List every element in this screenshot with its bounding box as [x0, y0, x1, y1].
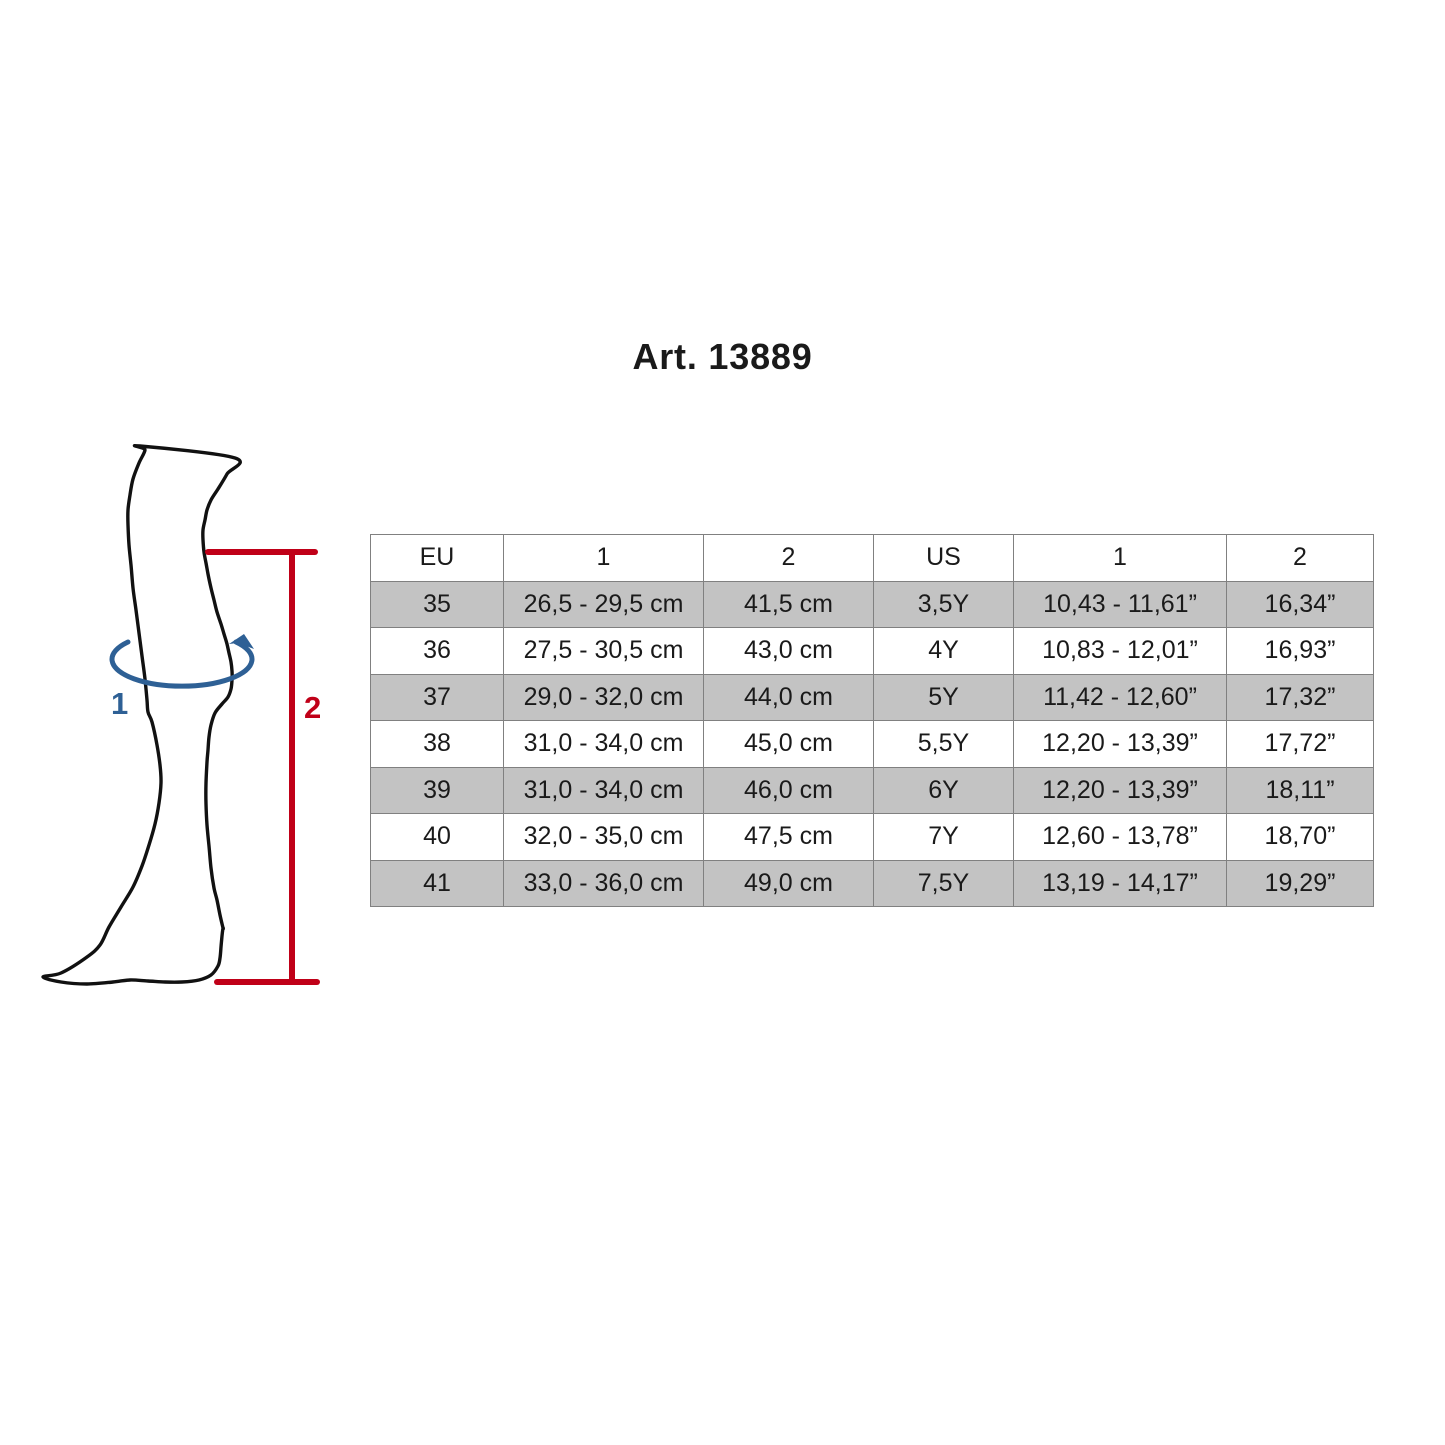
svg-text:1: 1	[111, 686, 128, 721]
svg-text:2: 2	[304, 690, 321, 725]
